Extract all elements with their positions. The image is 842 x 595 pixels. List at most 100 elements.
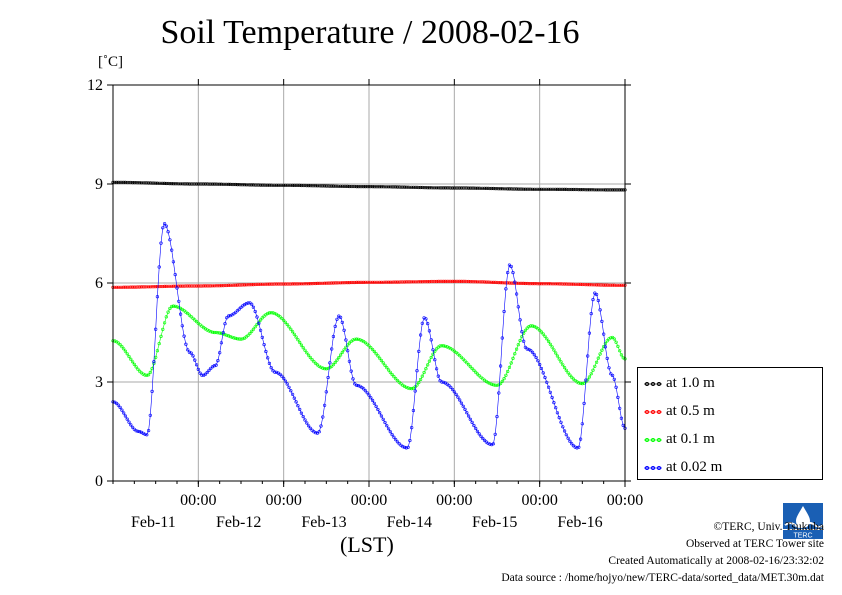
data-point bbox=[548, 187, 552, 191]
data-point bbox=[182, 334, 186, 338]
data-point bbox=[299, 343, 304, 347]
data-point bbox=[474, 370, 478, 374]
data-point bbox=[315, 281, 320, 286]
data-point bbox=[342, 281, 346, 285]
data-point bbox=[539, 366, 544, 371]
data-point bbox=[200, 284, 204, 288]
data-point bbox=[203, 284, 207, 288]
data-point bbox=[171, 182, 175, 186]
data-point bbox=[225, 316, 229, 320]
data-point bbox=[470, 186, 474, 190]
data-point bbox=[561, 363, 565, 367]
data-point bbox=[443, 279, 448, 284]
data-point bbox=[353, 337, 357, 341]
data-point bbox=[609, 372, 613, 376]
data-point bbox=[429, 338, 433, 342]
data-point bbox=[472, 368, 476, 373]
data-point bbox=[230, 182, 234, 187]
data-point bbox=[212, 330, 216, 335]
data-point bbox=[282, 282, 286, 286]
data-point bbox=[493, 432, 497, 436]
data-source-text: Data source : /home/hojyo/new/TERC-data/… bbox=[501, 572, 824, 584]
data-point bbox=[573, 282, 577, 286]
data-point bbox=[571, 377, 576, 381]
data-point bbox=[513, 187, 517, 191]
data-point bbox=[330, 184, 334, 188]
data-point bbox=[346, 184, 350, 188]
data-point bbox=[367, 344, 371, 348]
data-point bbox=[127, 180, 131, 185]
data-point bbox=[310, 184, 314, 188]
data-point bbox=[589, 188, 593, 192]
data-point bbox=[408, 185, 412, 189]
data-point bbox=[433, 358, 437, 362]
x-tick-time-label: 00:00 bbox=[180, 492, 216, 509]
data-point bbox=[253, 282, 257, 287]
data-point bbox=[251, 327, 255, 331]
data-point bbox=[523, 328, 528, 332]
data-point bbox=[552, 401, 556, 405]
data-point bbox=[283, 282, 288, 286]
data-point bbox=[461, 357, 465, 361]
data-point bbox=[527, 325, 531, 329]
data-point bbox=[605, 356, 609, 361]
data-point bbox=[578, 188, 583, 192]
data-point bbox=[271, 311, 275, 315]
data-point bbox=[273, 183, 277, 187]
data-point bbox=[468, 186, 472, 190]
data-point bbox=[170, 182, 174, 186]
data-point bbox=[155, 349, 159, 353]
legend-label: at 0.1 m bbox=[666, 431, 715, 447]
data-point bbox=[566, 436, 570, 440]
data-point bbox=[235, 309, 239, 313]
data-point bbox=[529, 187, 533, 191]
data-point bbox=[566, 371, 570, 375]
legend-label: at 1.0 m bbox=[666, 375, 715, 391]
legend-marker bbox=[644, 438, 662, 442]
data-point bbox=[136, 285, 140, 289]
data-point bbox=[577, 282, 581, 287]
data-point bbox=[324, 367, 328, 371]
data-point bbox=[122, 180, 126, 184]
data-point bbox=[600, 283, 604, 287]
data-point bbox=[340, 350, 344, 355]
data-point bbox=[559, 282, 563, 286]
data-point bbox=[292, 332, 296, 336]
data-point bbox=[267, 361, 272, 366]
data-point bbox=[232, 336, 236, 340]
data-point bbox=[358, 185, 362, 189]
data-point bbox=[514, 292, 519, 296]
legend-label: at 0.5 m bbox=[666, 403, 715, 419]
data-point bbox=[372, 349, 376, 354]
data-point bbox=[536, 187, 540, 191]
data-point bbox=[387, 427, 391, 431]
data-point bbox=[536, 359, 540, 363]
data-point bbox=[468, 280, 472, 284]
data-point bbox=[139, 181, 143, 185]
data-point bbox=[596, 283, 600, 287]
data-point bbox=[145, 181, 149, 185]
data-point bbox=[392, 280, 396, 284]
data-point bbox=[296, 183, 300, 187]
data-point bbox=[424, 317, 428, 321]
data-point bbox=[602, 283, 606, 287]
data-point bbox=[371, 398, 375, 403]
data-point bbox=[467, 186, 471, 190]
x-tick-time-label: 00:00 bbox=[521, 492, 557, 509]
data-point bbox=[340, 320, 344, 325]
data-point bbox=[218, 182, 222, 186]
data-point bbox=[362, 280, 366, 285]
data-point bbox=[308, 282, 312, 286]
data-point bbox=[491, 383, 496, 387]
data-point bbox=[504, 287, 508, 291]
data-point bbox=[403, 280, 407, 284]
data-point bbox=[191, 354, 195, 358]
data-point bbox=[219, 331, 223, 336]
data-point bbox=[241, 283, 245, 287]
data-point bbox=[136, 181, 140, 185]
data-point bbox=[433, 279, 437, 284]
data-point bbox=[493, 187, 497, 191]
data-point bbox=[296, 404, 300, 408]
data-point bbox=[371, 185, 375, 189]
data-point bbox=[319, 424, 323, 428]
